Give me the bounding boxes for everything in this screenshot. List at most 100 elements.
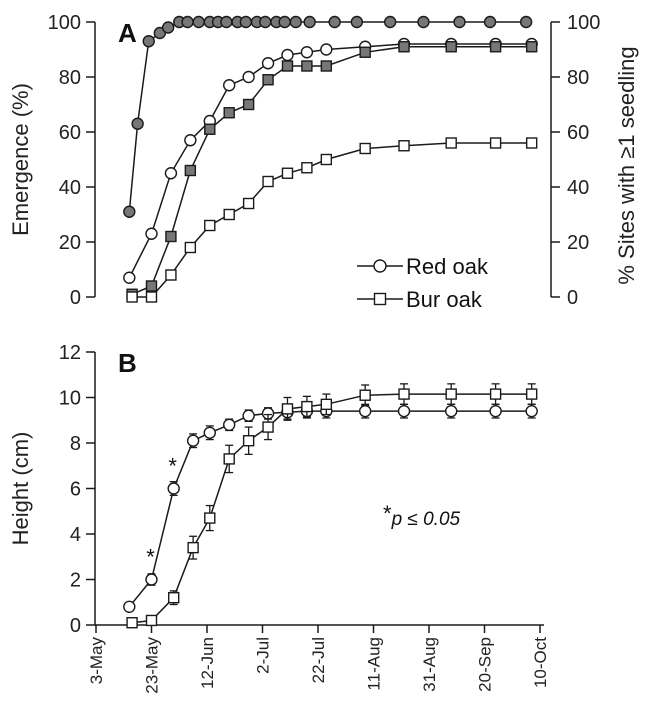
y-tick-label: 4 (70, 524, 81, 546)
y2-tick-label: 0 (567, 287, 578, 309)
series-a2-point (145, 280, 158, 292)
series-a1-point (261, 57, 275, 70)
y-tick-label: 40 (59, 177, 81, 199)
series-b0-point (445, 404, 458, 418)
series-a0-point (483, 15, 497, 29)
series-a2-point (281, 60, 294, 72)
series-a1-point (164, 167, 178, 180)
x-tick-label: 12-Jun (198, 637, 217, 689)
y-tick-label: 60 (59, 122, 81, 144)
series-a2-point (184, 164, 197, 177)
series-b1-point (320, 398, 333, 411)
series-b0-line (128, 410, 532, 608)
series-b1-point (167, 592, 180, 604)
series-a0-point (350, 15, 364, 29)
legend: Red oak Bur oak (357, 254, 489, 312)
legend-label: Bur oak (406, 287, 483, 312)
series-b0-point (123, 600, 136, 613)
series-b1-point (301, 400, 313, 413)
series-b1-point (262, 421, 274, 433)
y-tick-label: 6 (70, 479, 81, 501)
series-b1-point (223, 453, 235, 465)
series-b0-point (525, 404, 538, 418)
series-a1-point (222, 79, 236, 92)
series-a0-point (192, 15, 205, 29)
y-tick-label: 0 (70, 615, 81, 637)
series-b1-point (187, 541, 199, 554)
series-a1-point (242, 70, 255, 84)
series-a0-point (220, 15, 233, 29)
series-a2-point (242, 98, 255, 111)
series-a2-point (165, 230, 177, 243)
series-a0-point (278, 15, 291, 29)
panel-b: 0 2 4 6 8 10 12 3-May 23-May 12-Jun 2-Jul 22-Jul 11-… (8, 342, 550, 694)
series-a0-point (123, 205, 136, 218)
panel-a: 0 20 40 60 80 100 0 20 40 60 80 100 Emergence (%) % S… (8, 12, 639, 312)
legend-marker (373, 292, 387, 306)
series-a3-point (145, 291, 158, 303)
series-b0-point (145, 573, 158, 586)
series-a3-point (359, 142, 371, 155)
series-a0-point (519, 15, 533, 29)
significance-star: * (146, 545, 155, 570)
series-a0-point (289, 15, 302, 29)
x-tick-label: 23-May (143, 637, 162, 694)
series-a0-point (181, 15, 194, 29)
series-a1-point (184, 134, 197, 147)
x-tick-label: 22-Jul (309, 637, 328, 683)
series-a2-point (445, 41, 457, 53)
y-tick-label: 8 (70, 433, 81, 455)
series-a1-point (300, 46, 314, 59)
series-a1-point (123, 271, 136, 284)
series-b1-point (445, 388, 457, 400)
series-a2-point (489, 41, 502, 53)
series-a0-point (383, 15, 397, 29)
x-tick-label: 31-Aug (420, 637, 439, 692)
series-a3-point (223, 208, 235, 221)
significance-note-text: p ≤ 0.05 (391, 509, 461, 530)
y2-tick-label: 60 (567, 122, 589, 144)
series-a3-point (165, 269, 177, 281)
series-b1-point (281, 403, 294, 415)
series-a3-point (184, 241, 197, 254)
panel-label: B (118, 348, 137, 378)
y2-tick-label: 80 (567, 67, 589, 89)
series-b1-point (525, 388, 538, 400)
series-b1-point (359, 389, 371, 401)
series-a3-point (398, 140, 410, 152)
series-b0-point (167, 482, 180, 495)
series-a2-line (131, 46, 532, 295)
series-b1-point (126, 617, 138, 629)
series-a3-point (525, 137, 538, 149)
series-b0-point (222, 418, 236, 431)
y-tick-label: 12 (59, 342, 81, 364)
series-b1-point (145, 614, 158, 627)
series-b1-point (204, 512, 216, 524)
y-axis-title: Emergence (%) (8, 83, 33, 236)
series-a0-point (453, 15, 466, 29)
series-a0-point (328, 15, 341, 29)
series-a1-line (128, 43, 532, 279)
series-a3-point (489, 137, 502, 149)
significance-star: * (168, 454, 177, 479)
series-b1-line (132, 393, 532, 624)
y-tick-label: 10 (59, 388, 81, 410)
series-b0-point (242, 409, 255, 422)
series-a2-point (359, 46, 371, 58)
series-a2-point (525, 41, 538, 53)
y2-axis-title: % Sites with ≥1 seedling (614, 46, 639, 284)
series-a2-point (320, 60, 333, 72)
series-a2-point (204, 123, 216, 135)
series-a3-point (301, 162, 313, 174)
series-a3-line (132, 142, 532, 298)
series-b0-point (358, 404, 372, 418)
series-b0-point (203, 426, 216, 439)
series-a2-point (262, 74, 274, 86)
series-b0-point (186, 434, 200, 447)
series-b1-point (242, 435, 255, 447)
significance-note: *p ≤ 0.05 (383, 501, 461, 530)
series-a2-point (398, 41, 410, 53)
y-tick-label: 100 (48, 12, 81, 34)
series-a3-point (126, 291, 138, 303)
